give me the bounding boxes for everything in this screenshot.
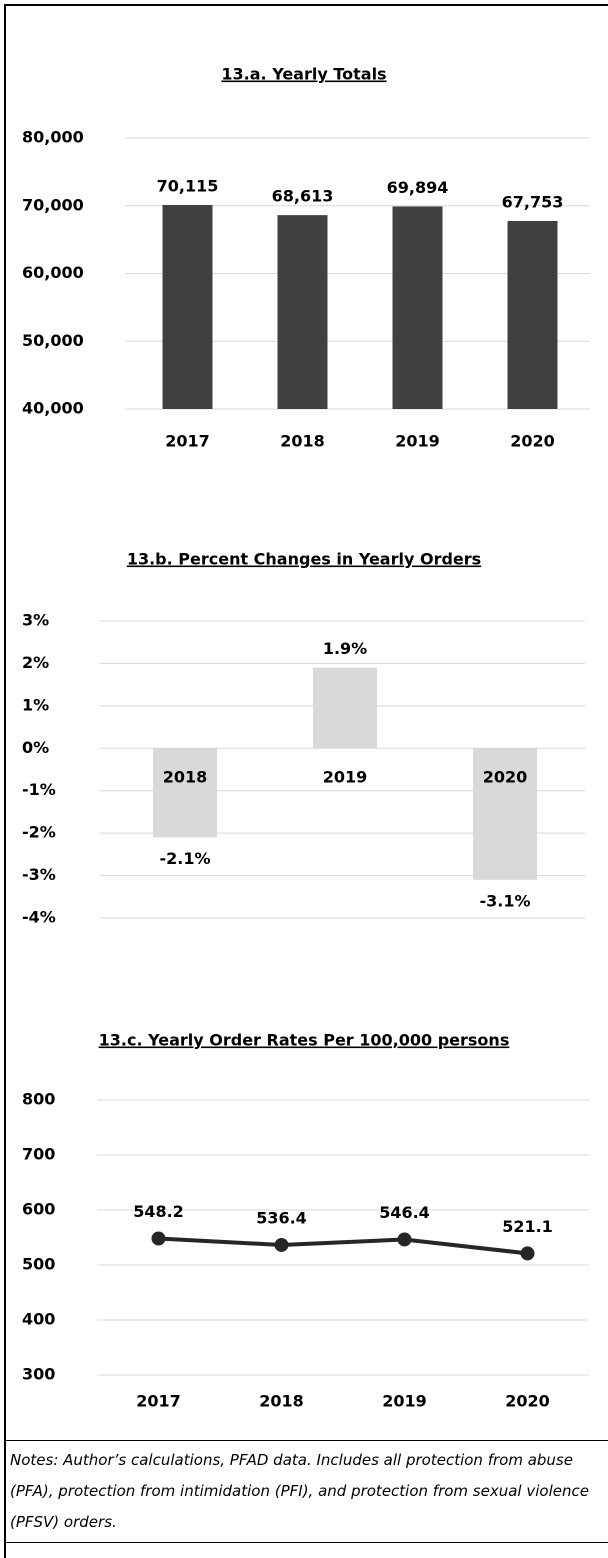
chart-title: 13.c. Yearly Order Rates Per 100,000 per… (99, 1031, 510, 1050)
y-tick-label: 50,000 (22, 331, 84, 350)
y-tick-label: -2% (22, 823, 56, 842)
y-tick-label: 300 (22, 1365, 55, 1384)
x-tick-label: 2020 (505, 1392, 550, 1411)
data-label: 536.4 (256, 1208, 307, 1227)
bar (313, 667, 377, 749)
bar (277, 215, 328, 409)
y-tick-label: -3% (22, 865, 56, 884)
marker (397, 1232, 412, 1247)
marker (151, 1231, 166, 1246)
y-tick-label: 600 (22, 1200, 55, 1219)
y-tick-label: -1% (22, 780, 56, 799)
bar (507, 220, 558, 409)
x-tick-label: 2020 (483, 768, 528, 787)
x-tick-label: 2018 (259, 1392, 304, 1411)
bar (162, 204, 213, 409)
y-tick-label: 3% (22, 611, 49, 630)
y-tick-label: 700 (22, 1145, 55, 1164)
chart-title: 13.a. Yearly Totals (221, 65, 386, 84)
chart-title: 13.b. Percent Changes in Yearly Orders (127, 550, 481, 569)
marker (520, 1246, 535, 1261)
frame (4, 4, 608, 1558)
separator (4, 1440, 608, 1441)
data-label: 67,753 (502, 192, 564, 211)
x-tick-label: 2017 (165, 432, 210, 451)
line (158, 1236, 528, 1256)
data-label: 546.4 (379, 1203, 430, 1222)
y-tick-label: 0% (22, 738, 49, 757)
x-tick-label: 2019 (395, 432, 440, 451)
data-label: -2.1% (159, 849, 210, 868)
x-tick-label: 2019 (323, 768, 368, 787)
data-label: 69,894 (387, 178, 449, 197)
x-tick-label: 2018 (163, 768, 208, 787)
data-label: 68,613 (272, 187, 334, 206)
data-label: 521.1 (502, 1217, 553, 1236)
marker (274, 1237, 289, 1252)
y-tick-label: 2% (22, 653, 49, 672)
y-tick-label: 70,000 (22, 195, 84, 214)
y-tick-label: -4% (22, 908, 56, 927)
y-tick-label: 40,000 (22, 399, 84, 418)
data-label: 70,115 (157, 176, 219, 195)
x-tick-label: 2017 (136, 1392, 181, 1411)
bar (392, 206, 443, 409)
y-tick-label: 500 (22, 1255, 55, 1274)
bar (473, 748, 537, 880)
y-tick-label: 800 (22, 1090, 55, 1109)
y-tick-label: 400 (22, 1310, 55, 1329)
x-tick-label: 2020 (510, 432, 555, 451)
charts: 13.a. Yearly Totals 40,000 50,000 60,000 70,… (22, 65, 590, 1411)
data-label: -3.1% (479, 891, 530, 910)
x-tick-label: 2018 (280, 432, 325, 451)
y-tick-label: 60,000 (22, 263, 84, 282)
data-label: 1.9% (323, 639, 367, 658)
y-tick-label: 80,000 (22, 128, 84, 147)
x-tick-label: 2019 (382, 1392, 427, 1411)
data-label: 548.2 (133, 1202, 184, 1221)
notes: Notes: Author’s calculations, PFAD data.… (10, 1451, 589, 1531)
separator (4, 1542, 608, 1543)
y-tick-label: 1% (22, 695, 49, 714)
bar (153, 748, 217, 838)
